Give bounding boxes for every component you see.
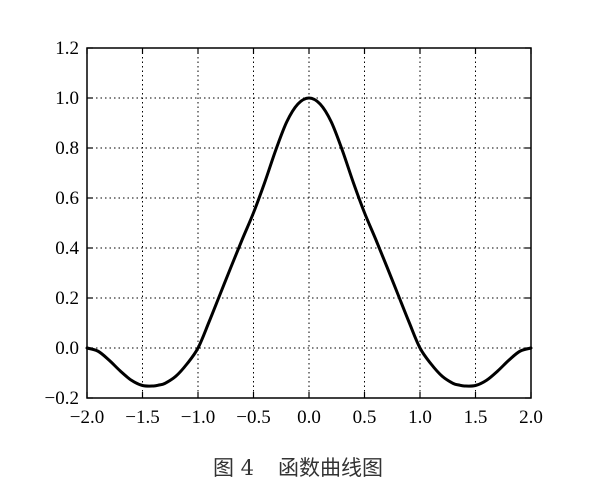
y-tick-label: 0.8: [55, 138, 79, 159]
figure-caption: 图 4 函数曲线图: [0, 452, 596, 482]
y-tick-label: 0.4: [55, 238, 79, 259]
y-tick-label: 0.0: [55, 338, 79, 359]
x-tick-label: −1.0: [181, 407, 215, 428]
x-tick-labels: −2.0 −1.5 −1.0 −0.5 0.0 0.5 1.0 1.5 2.0: [70, 407, 543, 428]
gridlines: [87, 48, 531, 398]
x-tick-label: 0.5: [353, 407, 377, 428]
x-tick-label: −0.5: [236, 407, 270, 428]
x-tick-label: 1.0: [408, 407, 432, 428]
y-tick-label: −0.2: [45, 388, 79, 409]
series-line: [85, 96, 533, 388]
line-chart: −2.0 −1.5 −1.0 −0.5 0.0 0.5 1.0 1.5 2.0 −0.2 0.0 0…: [45, 38, 543, 428]
y-tick-label: 0.6: [55, 188, 79, 209]
figure-title: 函数曲线图: [278, 456, 384, 480]
y-tick-label: 1.0: [55, 88, 79, 109]
x-tick-label: −2.0: [70, 407, 104, 428]
x-tick-label: 2.0: [519, 407, 543, 428]
x-tick-label: −1.5: [125, 407, 159, 428]
x-tick-label: 0.0: [297, 407, 321, 428]
tick-marks: [86, 47, 532, 399]
x-tick-label: 1.5: [464, 407, 488, 428]
y-tick-labels: −0.2 0.0 0.2 0.4 0.6 0.8 1.0 1.2: [45, 38, 80, 409]
series-layer: [85, 96, 533, 388]
y-tick-label: 1.2: [55, 38, 79, 59]
y-tick-label: 0.2: [55, 288, 79, 309]
figure-label: 图 4: [212, 456, 255, 480]
